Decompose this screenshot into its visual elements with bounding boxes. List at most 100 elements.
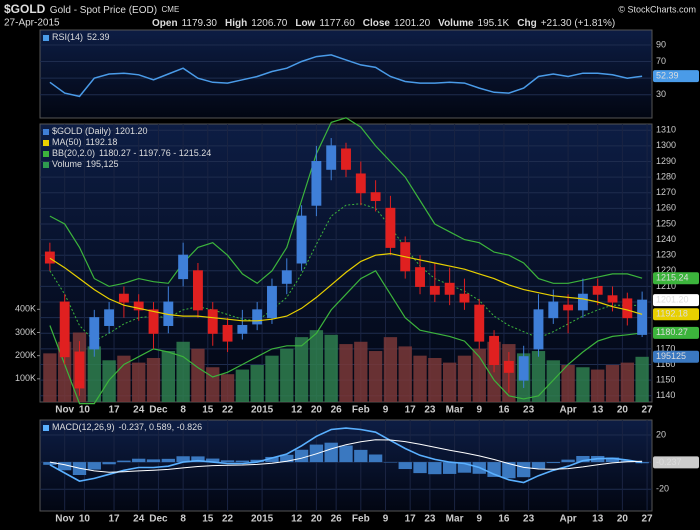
macd-histogram-bar: [457, 462, 472, 473]
quote-value: 1179.30: [182, 18, 218, 29]
macd-histogram-bar: [531, 462, 546, 469]
x-tick-label: 27: [642, 514, 654, 525]
macd-histogram-bar: [280, 454, 294, 463]
quote-label: Volume: [438, 18, 474, 29]
x-tick-label: 17: [405, 514, 417, 525]
volume-bar: [428, 357, 442, 402]
rsi-line: [49, 54, 643, 98]
header-title: $GOLD Gold - Spot Price (EOD) CME: [4, 1, 179, 18]
x-tick-label: 8: [180, 405, 186, 416]
macd-histogram-bar: [368, 454, 383, 463]
volume-bar: [413, 355, 427, 402]
volume-bar: [146, 357, 161, 402]
candle-body: [207, 309, 218, 334]
x-tick-label: 23: [523, 405, 535, 416]
macd-histogram-bar: [442, 462, 457, 474]
x-tick-label: 22: [222, 514, 234, 525]
value-tag-label: 1201.20: [656, 295, 689, 305]
macd-histogram-bar: [220, 460, 235, 463]
volume-bar: [339, 344, 353, 402]
legend-swatch: [43, 151, 49, 157]
candle-body: [622, 298, 633, 319]
x-tick-label: 17: [108, 514, 120, 525]
candle-body: [637, 299, 648, 335]
volume-bar: [132, 362, 146, 402]
macd-histogram-bar: [605, 457, 620, 463]
x-tick-label: Mar: [446, 514, 464, 525]
legend-value: 52.39: [87, 32, 110, 42]
y-tick-label: 1240: [656, 234, 676, 244]
y-tick-label: 1230: [656, 250, 676, 260]
x-tick-label: 26: [331, 405, 343, 416]
x-tick-label: 23: [424, 405, 436, 416]
macd-histogram-bar: [502, 462, 516, 479]
volume-bar: [220, 374, 235, 402]
macd-histogram-bar: [176, 456, 190, 463]
x-tick-label: 10: [79, 514, 91, 525]
x-tick-label: 22: [222, 405, 234, 416]
legend-entry: $GOLD (Daily) 1201.20: [52, 126, 148, 136]
x-tick-label: Feb: [352, 514, 370, 525]
macd-histogram-bar: [398, 462, 412, 470]
value-tag-label: 1180.27: [656, 327, 688, 337]
y-tick-label: 70: [656, 56, 666, 66]
y-tick-label: 1280: [656, 171, 676, 181]
x-tick-label: 17: [108, 405, 120, 416]
x-tick-label: 2015: [251, 514, 274, 525]
legend-name: MACD(12,26,9): [52, 422, 115, 432]
x-tick-label: Feb: [352, 405, 370, 416]
candle-body: [607, 295, 618, 303]
value-tag: [653, 326, 699, 339]
volume-bar: [250, 364, 264, 402]
y-tick-label: 1270: [656, 187, 676, 197]
quote-value: 1201.20: [394, 18, 431, 29]
quote: Open 1179.30 High 1206.70 Low 1177.60 Close 120…: [152, 18, 615, 29]
volume-bar: [398, 346, 412, 402]
x-tick-label: 26: [331, 514, 343, 525]
legend-name: $GOLD (Daily): [52, 126, 111, 136]
candle-body: [59, 301, 70, 358]
macd-histogram-bar: [354, 449, 368, 463]
bollinger-upper: [49, 117, 643, 288]
x-tick-label: Apr: [559, 514, 576, 525]
macd-histogram-bar: [428, 462, 442, 475]
macd-histogram-bar: [546, 462, 560, 464]
x-tick-label: 20: [617, 514, 629, 525]
candle-body: [311, 160, 322, 206]
legend-value: 1192.18: [86, 137, 118, 147]
candle-body: [341, 148, 351, 170]
volume-bar: [87, 346, 101, 402]
candle-body: [474, 304, 485, 342]
volume-tick-label: 300K: [15, 327, 36, 337]
value-tag-label: -0.237: [656, 457, 682, 467]
x-tick-label: 13: [592, 405, 604, 416]
credit: © StockCharts.com: [618, 4, 696, 14]
macd-histogram-bar: [206, 458, 220, 463]
legend-swatch: [43, 162, 49, 168]
volume-bar: [561, 364, 575, 402]
candle-body: [444, 282, 455, 295]
x-tick-label: 23: [523, 514, 535, 525]
volume-bar: [294, 337, 309, 402]
candle-body: [518, 356, 529, 381]
x-tick-label: Apr: [559, 405, 576, 416]
y-tick-label: 1210: [656, 281, 676, 291]
macd-histogram-bar: [635, 462, 649, 464]
macd-histogram-bar: [413, 462, 427, 474]
legend-swatch: [43, 425, 49, 431]
candle-body: [489, 335, 500, 366]
macd-histogram-bar: [146, 459, 161, 463]
legend-swatch: [43, 129, 49, 135]
value-tag-label: 52.39: [656, 71, 679, 81]
macd-histogram-bar: [294, 449, 309, 463]
x-tick-label: Nov: [55, 405, 74, 416]
volume-bar: [206, 367, 220, 402]
y-tick-label: 1220: [656, 265, 676, 275]
volume-bar: [442, 362, 457, 402]
legend-entry: Volume 195,125: [52, 159, 119, 169]
symbol: $GOLD: [4, 2, 46, 16]
volume-bar: [457, 355, 472, 402]
x-tick-label: 8: [180, 514, 186, 525]
